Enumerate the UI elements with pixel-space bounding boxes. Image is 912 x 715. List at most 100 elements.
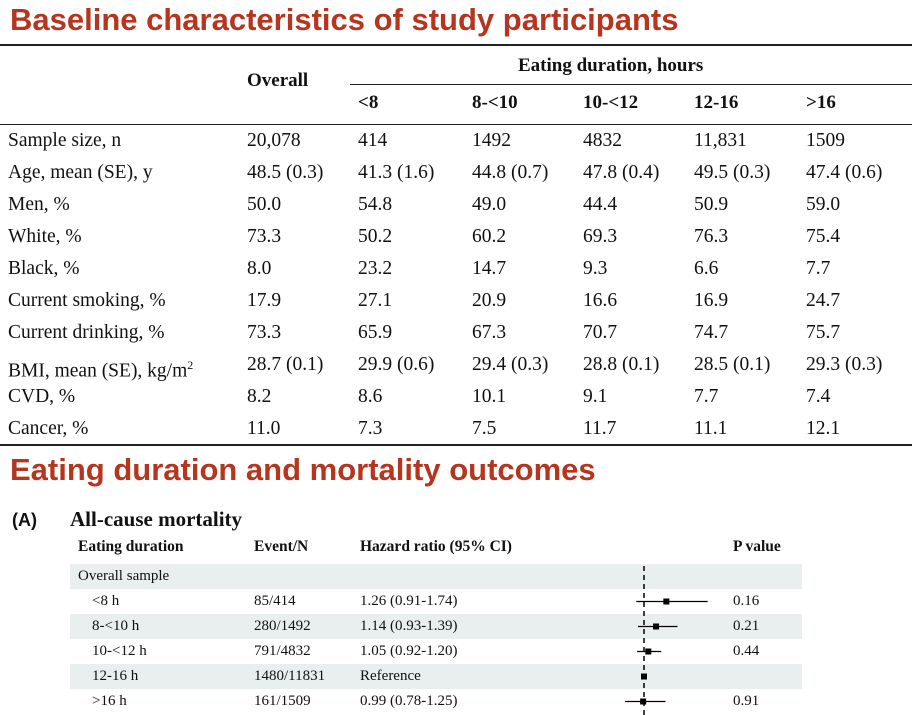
table-cell: 48.5 (0.3) [247, 162, 324, 183]
column-header-10-12: 10-<12 [583, 92, 639, 113]
hazard-ratio-value: 1.14 (0.93-1.39) [360, 618, 458, 634]
table-cell: 28.7 (0.1) [247, 354, 324, 375]
table-cell: 50.9 [694, 194, 729, 215]
events-column-header: Event/N [254, 538, 309, 555]
table-cell: 8.0 [247, 258, 272, 279]
duration-label: >16 h [92, 693, 127, 709]
duration-label: 10-<12 h [92, 643, 147, 659]
group-header-rule [350, 84, 912, 85]
table-cell: 20.9 [472, 290, 507, 311]
table-cell: 4832 [583, 130, 622, 151]
events-value: 161/1509 [254, 693, 311, 709]
table-cell: 49.5 (0.3) [694, 162, 771, 183]
row-label: BMI, mean (SE), kg/m2 [8, 349, 193, 388]
table-cell: 14.7 [472, 258, 507, 279]
row-label-superscript: 2 [187, 358, 194, 372]
row-label: Sample size, n [8, 125, 121, 157]
row-label-text: Black, % [8, 258, 80, 279]
events-value: 1480/11831 [254, 668, 326, 684]
duration-label: 12-16 h [92, 668, 139, 684]
table-cell: 67.3 [472, 322, 507, 343]
table-cell: 11,831 [694, 130, 747, 151]
forest-row: 12-16 h 1480/11831 Reference [70, 664, 802, 689]
table-cell: 414 [358, 130, 388, 151]
table-cell: 7.7 [694, 386, 719, 407]
row-label-text: CVD, % [8, 386, 76, 407]
duration-column-header: Eating duration [78, 538, 184, 555]
table-row: Sample size, n 20,078 414 1492 4832 11,831 150… [0, 125, 912, 157]
hazard-ratio-point [640, 698, 647, 705]
duration-label: 8-<10 h [92, 618, 140, 634]
table-cell: 73.3 [247, 226, 282, 247]
table-cell: 17.9 [247, 290, 282, 311]
forest-plot-title: All-cause mortality [70, 507, 243, 531]
column-header-8-10: 8-<10 [472, 92, 518, 113]
group-label: Overall sample [78, 568, 170, 584]
row-label: Current smoking, % [8, 285, 166, 317]
hazard-ratio-point [663, 598, 670, 605]
table-cell: 11.1 [694, 418, 728, 439]
row-label: Cancer, % [8, 413, 88, 445]
row-label: Age, mean (SE), y [8, 157, 153, 189]
table-cell: 1492 [472, 130, 511, 151]
table-cell: 59.0 [806, 194, 841, 215]
table-cell: 50.0 [247, 194, 282, 215]
table-row: Age, mean (SE), y 48.5 (0.3) 41.3 (1.6) 44.… [0, 157, 912, 189]
table-cell: 20,078 [247, 130, 301, 151]
table-bottom-rule [0, 444, 912, 446]
table-cell: 9.3 [583, 258, 608, 279]
table-cell: 16.9 [694, 290, 729, 311]
table-cell: 7.3 [358, 418, 383, 439]
table-row: Current smoking, % 17.9 27.1 20.9 16.6 16.9 24… [0, 285, 912, 317]
table-cell: 44.8 (0.7) [472, 162, 549, 183]
row-label: Current drinking, % [8, 317, 165, 349]
table-cell: 41.3 (1.6) [358, 162, 435, 183]
row-label-text: Current drinking, % [8, 322, 165, 343]
p-value: 0.16 [733, 593, 760, 609]
table-cell: 8.6 [358, 386, 383, 407]
table-cell: 29.4 (0.3) [472, 354, 549, 375]
column-header-lt8: <8 [358, 92, 379, 113]
table-cell: 9.1 [583, 386, 608, 407]
table-cell: 28.5 (0.1) [694, 354, 771, 375]
row-label: CVD, % [8, 381, 75, 413]
row-label-text: Sample size, n [8, 130, 122, 151]
forest-row: <8 h 85/414 1.26 (0.91-1.74) 0.16 [70, 589, 802, 614]
row-label: White, % [8, 221, 82, 253]
row-label-text: Age, mean (SE), y [8, 162, 153, 183]
forest-row: 10-<12 h 791/4832 1.05 (0.92-1.20) 0.44 [70, 639, 802, 664]
table-row: CVD, % 8.2 8.6 10.1 9.1 7.7 7.4 [0, 381, 912, 413]
table-cell: 23.2 [358, 258, 393, 279]
eating-duration-group-header: Eating duration, hours [518, 55, 704, 76]
table-cell: 76.3 [694, 226, 729, 247]
table-cell: 44.4 [583, 194, 618, 215]
row-label: Men, % [8, 189, 70, 221]
table-cell: 28.8 (0.1) [583, 354, 660, 375]
table-cell: 47.8 (0.4) [583, 162, 660, 183]
duration-label: <8 h [92, 593, 120, 609]
table-cell: 70.7 [583, 322, 618, 343]
row-label-text: White, % [8, 226, 82, 247]
hazard-ratio-value: Reference [360, 668, 421, 684]
table-cell: 29.3 (0.3) [806, 354, 883, 375]
table-row: BMI, mean (SE), kg/m2 28.7 (0.1) 29.9 (0.6… [0, 349, 912, 382]
table-cell: 11.0 [247, 418, 281, 439]
table-cell: 24.7 [806, 290, 841, 311]
p-value: 0.21 [733, 618, 760, 634]
group-row: Overall sample [70, 564, 802, 589]
table-cell: 29.9 (0.6) [358, 354, 435, 375]
table-cell: 60.2 [472, 226, 507, 247]
table-cell: 49.0 [472, 194, 507, 215]
forest-row: 8-<10 h 280/1492 1.14 (0.93-1.39) 0.21 [70, 614, 802, 639]
events-value: 85/414 [254, 593, 296, 609]
table-cell: 75.4 [806, 226, 841, 247]
table-top-rule [0, 44, 912, 46]
p-value-column-header: P value [733, 538, 781, 555]
hazard-ratio-point [653, 623, 660, 630]
table-cell: 6.6 [694, 258, 719, 279]
table-cell: 73.3 [247, 322, 282, 343]
table-cell: 27.1 [358, 290, 393, 311]
table-cell: 7.5 [472, 418, 497, 439]
hazard-ratio-value: 1.05 (0.92-1.20) [360, 643, 458, 659]
